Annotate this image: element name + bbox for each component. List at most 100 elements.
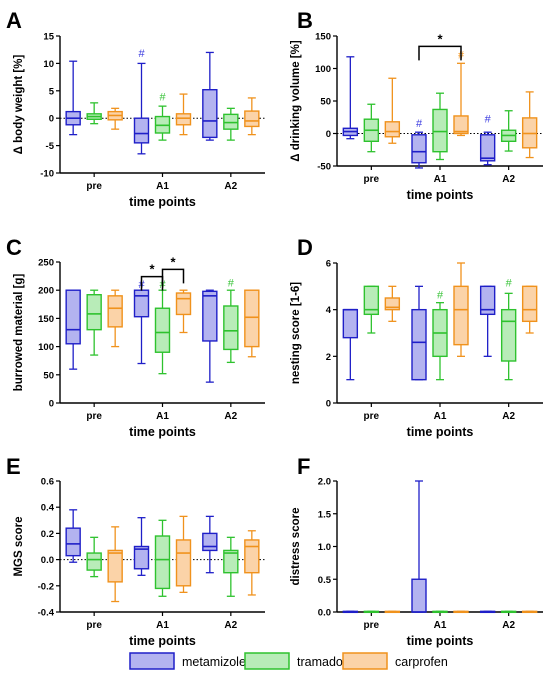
x-tick-label: pre (86, 620, 102, 631)
box-body (479, 285, 496, 316)
legend-swatch-metamizole (129, 652, 175, 670)
box-carprofen-a1 (175, 93, 192, 136)
box-carprofen-a2 (244, 97, 260, 136)
y-tick-label: 0.0 (41, 555, 54, 566)
box-body (223, 113, 239, 130)
x-tick-label: A2 (224, 181, 237, 192)
box-metamizole-pre (342, 308, 359, 381)
x-tick-label: A2 (502, 174, 515, 185)
box-body (453, 115, 469, 135)
y-tick-label: 0.4 (41, 503, 55, 514)
x-tick-label: A2 (224, 411, 237, 422)
y-tick-label: 6 (326, 259, 331, 270)
box-carprofen-a1 (175, 515, 192, 593)
significance-bracket (140, 275, 164, 291)
box-body (202, 89, 218, 139)
box-body (363, 285, 380, 316)
panel-d: D 0 2 4 6 pre A1 A2 time points nesting score [1-… (290, 235, 543, 439)
box-body (65, 289, 81, 345)
y-tick-label: 0 (326, 399, 331, 410)
box-body (86, 294, 102, 331)
box-carprofen-pre (384, 285, 401, 322)
box-carprofen-a1 (453, 262, 469, 357)
y-tick-label: 10 (43, 59, 54, 70)
box-carprofen-a1 (175, 289, 192, 334)
box-tramadol-pre (363, 285, 380, 334)
box-body (65, 527, 81, 557)
box-body (384, 297, 401, 311)
y-tick-label: 100 (315, 64, 331, 75)
y-axis-title: Δ drinking volume [%] (290, 40, 302, 162)
y-axis-title: MGS score (13, 516, 25, 576)
box-metamizole-a1 (411, 480, 427, 613)
y-tick-label: -5 (46, 141, 55, 152)
x-axis-title: time points (407, 634, 474, 648)
box-carprofen-a1 (453, 62, 469, 137)
y-tick-label: 0.0 (318, 608, 331, 619)
box-metamizole-a2 (479, 610, 496, 614)
box-carprofen-a2 (244, 530, 260, 596)
legend-label-metamizole: metamizole (182, 655, 246, 669)
y-axis-title: burrowed material [g] (13, 274, 25, 392)
box-tramadol-a2 (223, 107, 239, 141)
y-tick-label: 1.5 (318, 509, 332, 520)
significance-hash: # (138, 48, 145, 60)
box-metamizole-pre (65, 289, 81, 370)
box-body (202, 532, 218, 552)
box-body (133, 545, 150, 570)
significance-hash: # (159, 91, 166, 103)
box-body (432, 108, 448, 153)
x-tick-label: pre (364, 174, 380, 185)
panel-letter: C (6, 235, 22, 260)
y-axis-title: distress score (290, 508, 302, 586)
legend: metamizole tramadol carprofen (129, 652, 448, 670)
box-carprofen-a1 (453, 610, 469, 614)
box-body (133, 117, 150, 144)
y-tick-label: 2 (326, 352, 331, 363)
y-tick-label: -0.2 (38, 581, 54, 592)
box-carprofen-pre (384, 77, 401, 144)
y-tick-label: 0.6 (41, 477, 54, 488)
box-metamizole-pre (65, 509, 81, 563)
box-body (107, 295, 123, 328)
y-tick-label: 50 (43, 370, 54, 381)
box-metamizole-a1 (133, 517, 150, 576)
significance-hash: # (506, 278, 513, 290)
box-carprofen-a2 (521, 610, 538, 614)
x-tick-label: A1 (156, 181, 169, 192)
box-body (244, 539, 260, 574)
box-body (175, 113, 192, 126)
x-tick-label: pre (86, 411, 102, 422)
y-tick-label: 0 (49, 399, 54, 410)
box-metamizole-a1 (411, 285, 427, 381)
x-tick-label: A1 (156, 411, 169, 422)
legend-label-carprofen: carprofen (395, 655, 448, 669)
box-metamizole-a2 (479, 285, 496, 357)
x-tick-label: A2 (224, 620, 237, 631)
y-tick-label: 1.0 (318, 542, 331, 553)
x-tick-label: pre (364, 411, 380, 422)
box-body (223, 549, 239, 574)
box-carprofen-pre (107, 289, 123, 348)
x-axis-title: time points (407, 425, 474, 439)
significance-star: * (149, 262, 155, 277)
box-body (154, 535, 171, 590)
box-body (411, 134, 427, 164)
x-tick-label: A1 (434, 620, 447, 631)
box-tramadol-a1 (154, 105, 171, 141)
box-carprofen-pre (384, 610, 401, 614)
box-tramadol-pre (86, 289, 102, 356)
x-tick-label: pre (364, 620, 380, 631)
x-tick-label: pre (86, 181, 102, 192)
box-metamizole-a2 (202, 289, 218, 383)
box-body (154, 307, 171, 353)
significance-hash: # (437, 289, 444, 301)
y-tick-label: 0 (326, 129, 331, 140)
box-tramadol-a2 (223, 536, 239, 597)
box-body (175, 292, 192, 316)
y-tick-label: 200 (38, 286, 54, 297)
box-body (175, 539, 192, 587)
box-carprofen-a2 (244, 289, 260, 358)
x-tick-label: A1 (434, 174, 447, 185)
panel-e: E -0.4 -0.2 0.0 0.2 0.4 0.6 pre A1 A2 time points M… (6, 454, 265, 648)
